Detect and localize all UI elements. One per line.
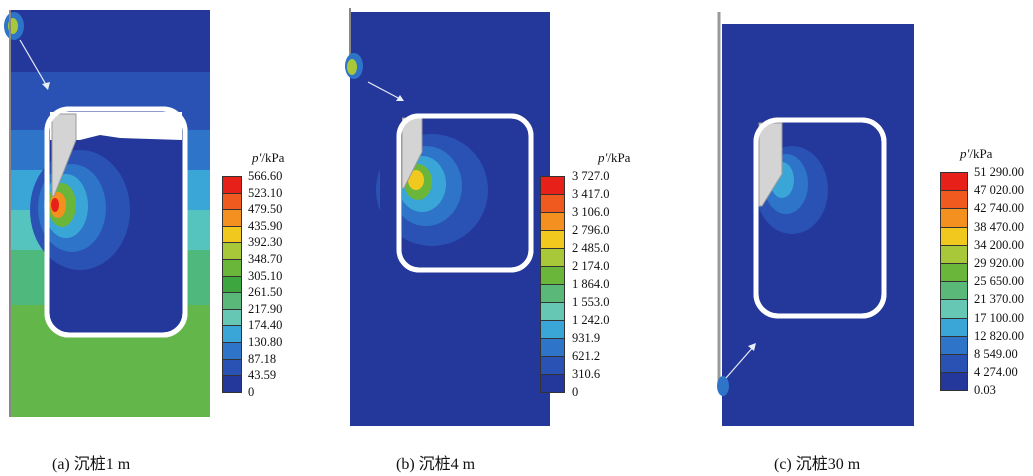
legend-title-c: p′/kPa: [960, 146, 993, 161]
color-scale-value: 0.03: [974, 383, 996, 398]
color-scale-swatch: [940, 281, 968, 301]
color-scale-value: 47 020.00: [974, 183, 1024, 198]
color-scale-value: 0: [572, 385, 579, 399]
color-scale-value: 0: [248, 384, 255, 399]
color-scale-value: 130.80: [248, 335, 283, 349]
color-scale-value: 29 920.00: [974, 256, 1024, 270]
color-scale-value: 2 485.0: [572, 241, 610, 255]
panel-a: p′/kPa 566.60 523.10 479.50 435.90 392.30 348…: [0, 0, 320, 473]
color-scale-swatch: [940, 244, 968, 264]
color-scale-swatch: [540, 212, 565, 231]
color-scale-swatch: [940, 317, 968, 337]
color-scale-value: 3 106.0: [572, 205, 610, 219]
color-scale-value: 931.9: [572, 331, 601, 345]
color-scale-value: 2 796.0: [572, 223, 610, 237]
panel-b: p′/kPa 3 727.0 3 417.0 3 106.0 2 796.0 2 485…: [340, 0, 680, 473]
color-scale-swatch: [540, 284, 565, 303]
color-scale-value: 21 370.00: [974, 292, 1024, 307]
color-scale-value: 435.90: [248, 218, 283, 233]
color-scale-value: 348.70: [248, 252, 283, 266]
color-scale-swatch: [540, 320, 565, 339]
color-scale-value: 305.10: [248, 268, 283, 283]
color-scale-swatch: [540, 230, 565, 249]
color-scale-value: 217.90: [248, 301, 283, 316]
color-scale-swatch: [222, 259, 242, 277]
color-scale-value: 1 864.0: [572, 277, 610, 291]
color-scale-value: 392.30: [248, 235, 283, 250]
legend-title-b: p′/kPa: [598, 150, 631, 165]
color-scale-swatch: [940, 263, 968, 283]
color-scale-value: 261.50: [248, 285, 283, 300]
color-scale-swatch: [222, 358, 242, 377]
color-scale-value: 310.6: [572, 367, 601, 381]
color-scale-value: 1 242.0: [572, 313, 610, 327]
color-scale-swatch: [540, 194, 565, 213]
caption-a: (a) 沉桩1 m: [52, 456, 131, 473]
color-scale-value: 25 650.00: [974, 274, 1024, 289]
color-scale-value: 87.18: [248, 351, 277, 366]
color-scale-swatch: [222, 192, 242, 211]
color-scale-value: 479.50: [248, 202, 283, 217]
color-scale-swatch: [222, 275, 242, 294]
contour-plot-c: [717, 12, 914, 426]
color-scale-swatch: [540, 356, 565, 375]
color-scale-swatch: [222, 342, 242, 360]
caption-b: (b) 沉桩4 m: [396, 456, 476, 473]
color-scale-value: 42 740.00: [974, 201, 1024, 216]
contour-plot-a: [4, 10, 210, 417]
contour-plot-b: [345, 8, 550, 426]
color-scale-value: 1 553.0: [572, 295, 610, 309]
color-scale-swatch: [540, 176, 565, 195]
legend-title-a: p′/kPa: [252, 150, 285, 165]
color-scale-swatch: [940, 190, 968, 210]
color-scale-swatch: [940, 354, 968, 374]
color-scale-value: 43.59: [248, 368, 277, 383]
color-scale-value: 17 100.00: [974, 310, 1024, 325]
color-scale-value: 566.60: [248, 169, 283, 183]
caption-c: (c) 沉桩30 m: [774, 456, 861, 473]
color-scale-swatch: [222, 325, 242, 343]
color-scale-swatch: [540, 302, 565, 321]
color-scale-swatch: [222, 209, 242, 227]
color-scale-value: 38 470.00: [974, 219, 1024, 234]
color-scale-value: 51 290.00: [974, 165, 1024, 179]
color-scale-value: 523.10: [248, 185, 283, 200]
color-scale-swatch: [940, 299, 968, 319]
color-scale-value: 34 200.00: [974, 237, 1024, 252]
color-scale-swatch: [940, 335, 968, 355]
color-scale-swatch: [222, 242, 242, 260]
color-scale-swatch: [940, 172, 968, 192]
color-scale-value: 8 549.00: [974, 347, 1018, 361]
color-scale-value: 4 274.00: [974, 365, 1018, 380]
color-scale-swatch: [940, 226, 968, 246]
color-scale-value: 12 820.00: [974, 328, 1024, 343]
color-scale-swatch: [940, 208, 968, 228]
color-scale-swatch: [222, 176, 242, 194]
color-scale-swatch: [540, 374, 565, 393]
color-scale-value: 621.2: [572, 349, 601, 363]
panel-c: p′/kPa 51 290.00 47 020.00 42 740.00 38 470…: [710, 0, 1033, 473]
color-scale-value: 3 727.0: [572, 169, 610, 183]
color-scale-swatch: [222, 225, 242, 244]
color-scale-swatch: [540, 266, 565, 285]
color-scale-swatch: [222, 292, 242, 310]
color-scale-swatch: [222, 308, 242, 327]
color-scale-swatch: [540, 338, 565, 357]
color-scale-value: 2 174.0: [572, 259, 610, 273]
color-scale-swatch: [540, 248, 565, 267]
color-scale-swatch: [222, 375, 242, 393]
color-scale-swatch: [940, 372, 968, 392]
color-scale-value: 3 417.0: [572, 187, 610, 201]
color-scale-value: 174.40: [248, 318, 283, 333]
